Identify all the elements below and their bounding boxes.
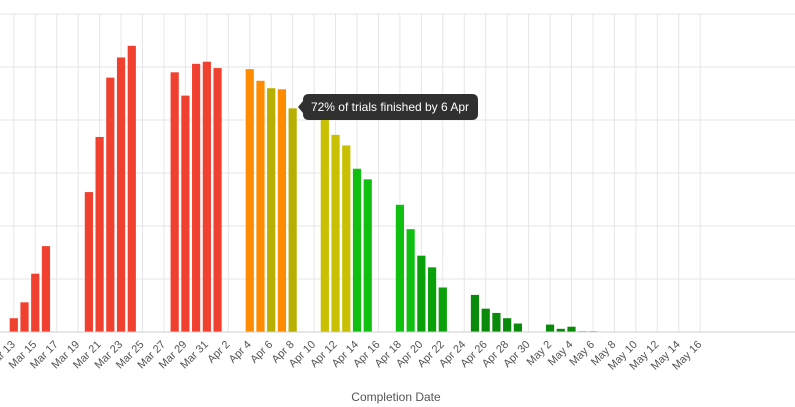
bar-may-4[interactable] xyxy=(567,326,576,332)
x-tick-label: Apr 6 xyxy=(248,339,275,366)
bar-mar-13[interactable] xyxy=(9,318,18,332)
bar-mar-29[interactable] xyxy=(181,95,190,333)
bar-apr-4[interactable] xyxy=(245,69,254,333)
bar-apr-27[interactable] xyxy=(492,312,501,332)
bar-apr-20[interactable] xyxy=(417,255,426,332)
bar-apr-21[interactable] xyxy=(427,267,437,332)
bar-apr-1[interactable] xyxy=(213,68,222,332)
bar-apr-13[interactable] xyxy=(342,145,351,332)
bar-apr-19[interactable] xyxy=(406,229,415,332)
bar-apr-28[interactable] xyxy=(503,318,512,332)
bar-apr-5[interactable] xyxy=(256,80,265,332)
bar-apr-18[interactable] xyxy=(395,204,404,332)
x-tick-label: Apr 2 xyxy=(205,339,232,366)
bar-may-5[interactable] xyxy=(578,330,587,332)
bar-mar-28[interactable] xyxy=(170,72,179,333)
bar-apr-26[interactable] xyxy=(481,308,490,332)
bar-may-3[interactable] xyxy=(556,328,565,332)
tooltip-box xyxy=(298,94,478,120)
bar-mar-20[interactable] xyxy=(84,192,93,332)
x-tick-label: Apr 4 xyxy=(227,339,254,366)
bar-apr-7[interactable] xyxy=(277,89,287,332)
bar-apr-12[interactable] xyxy=(331,134,340,332)
bar-mar-15[interactable] xyxy=(31,273,40,332)
bar-mar-22[interactable] xyxy=(106,77,115,332)
bar-mar-31[interactable] xyxy=(202,61,211,332)
bar-apr-15[interactable] xyxy=(363,179,372,332)
x-axis-title: Completion Date xyxy=(351,390,441,404)
bar-mar-24[interactable] xyxy=(127,45,136,333)
bar-mar-16[interactable] xyxy=(41,246,51,332)
bar-mar-23[interactable] xyxy=(116,57,126,333)
tooltip-text: 72% of trials finished by 6 Apr xyxy=(311,100,469,114)
bar-mar-30[interactable] xyxy=(192,63,201,332)
bar-apr-25[interactable] xyxy=(470,294,480,332)
bar-may-2[interactable] xyxy=(545,324,555,332)
bar-series xyxy=(9,45,598,333)
bar-mar-14[interactable] xyxy=(20,302,29,332)
bar-apr-29[interactable] xyxy=(513,323,522,332)
bar-apr-8[interactable] xyxy=(288,108,297,332)
bar-apr-6[interactable] xyxy=(267,88,276,332)
bar-mar-21[interactable] xyxy=(95,136,104,332)
bar-may-6[interactable] xyxy=(588,330,598,332)
bar-apr-22[interactable] xyxy=(438,287,447,332)
bar-apr-11[interactable] xyxy=(320,112,329,332)
bar-tooltip: 72% of trials finished by 6 Apr xyxy=(298,94,478,120)
bar-apr-14[interactable] xyxy=(352,168,362,332)
